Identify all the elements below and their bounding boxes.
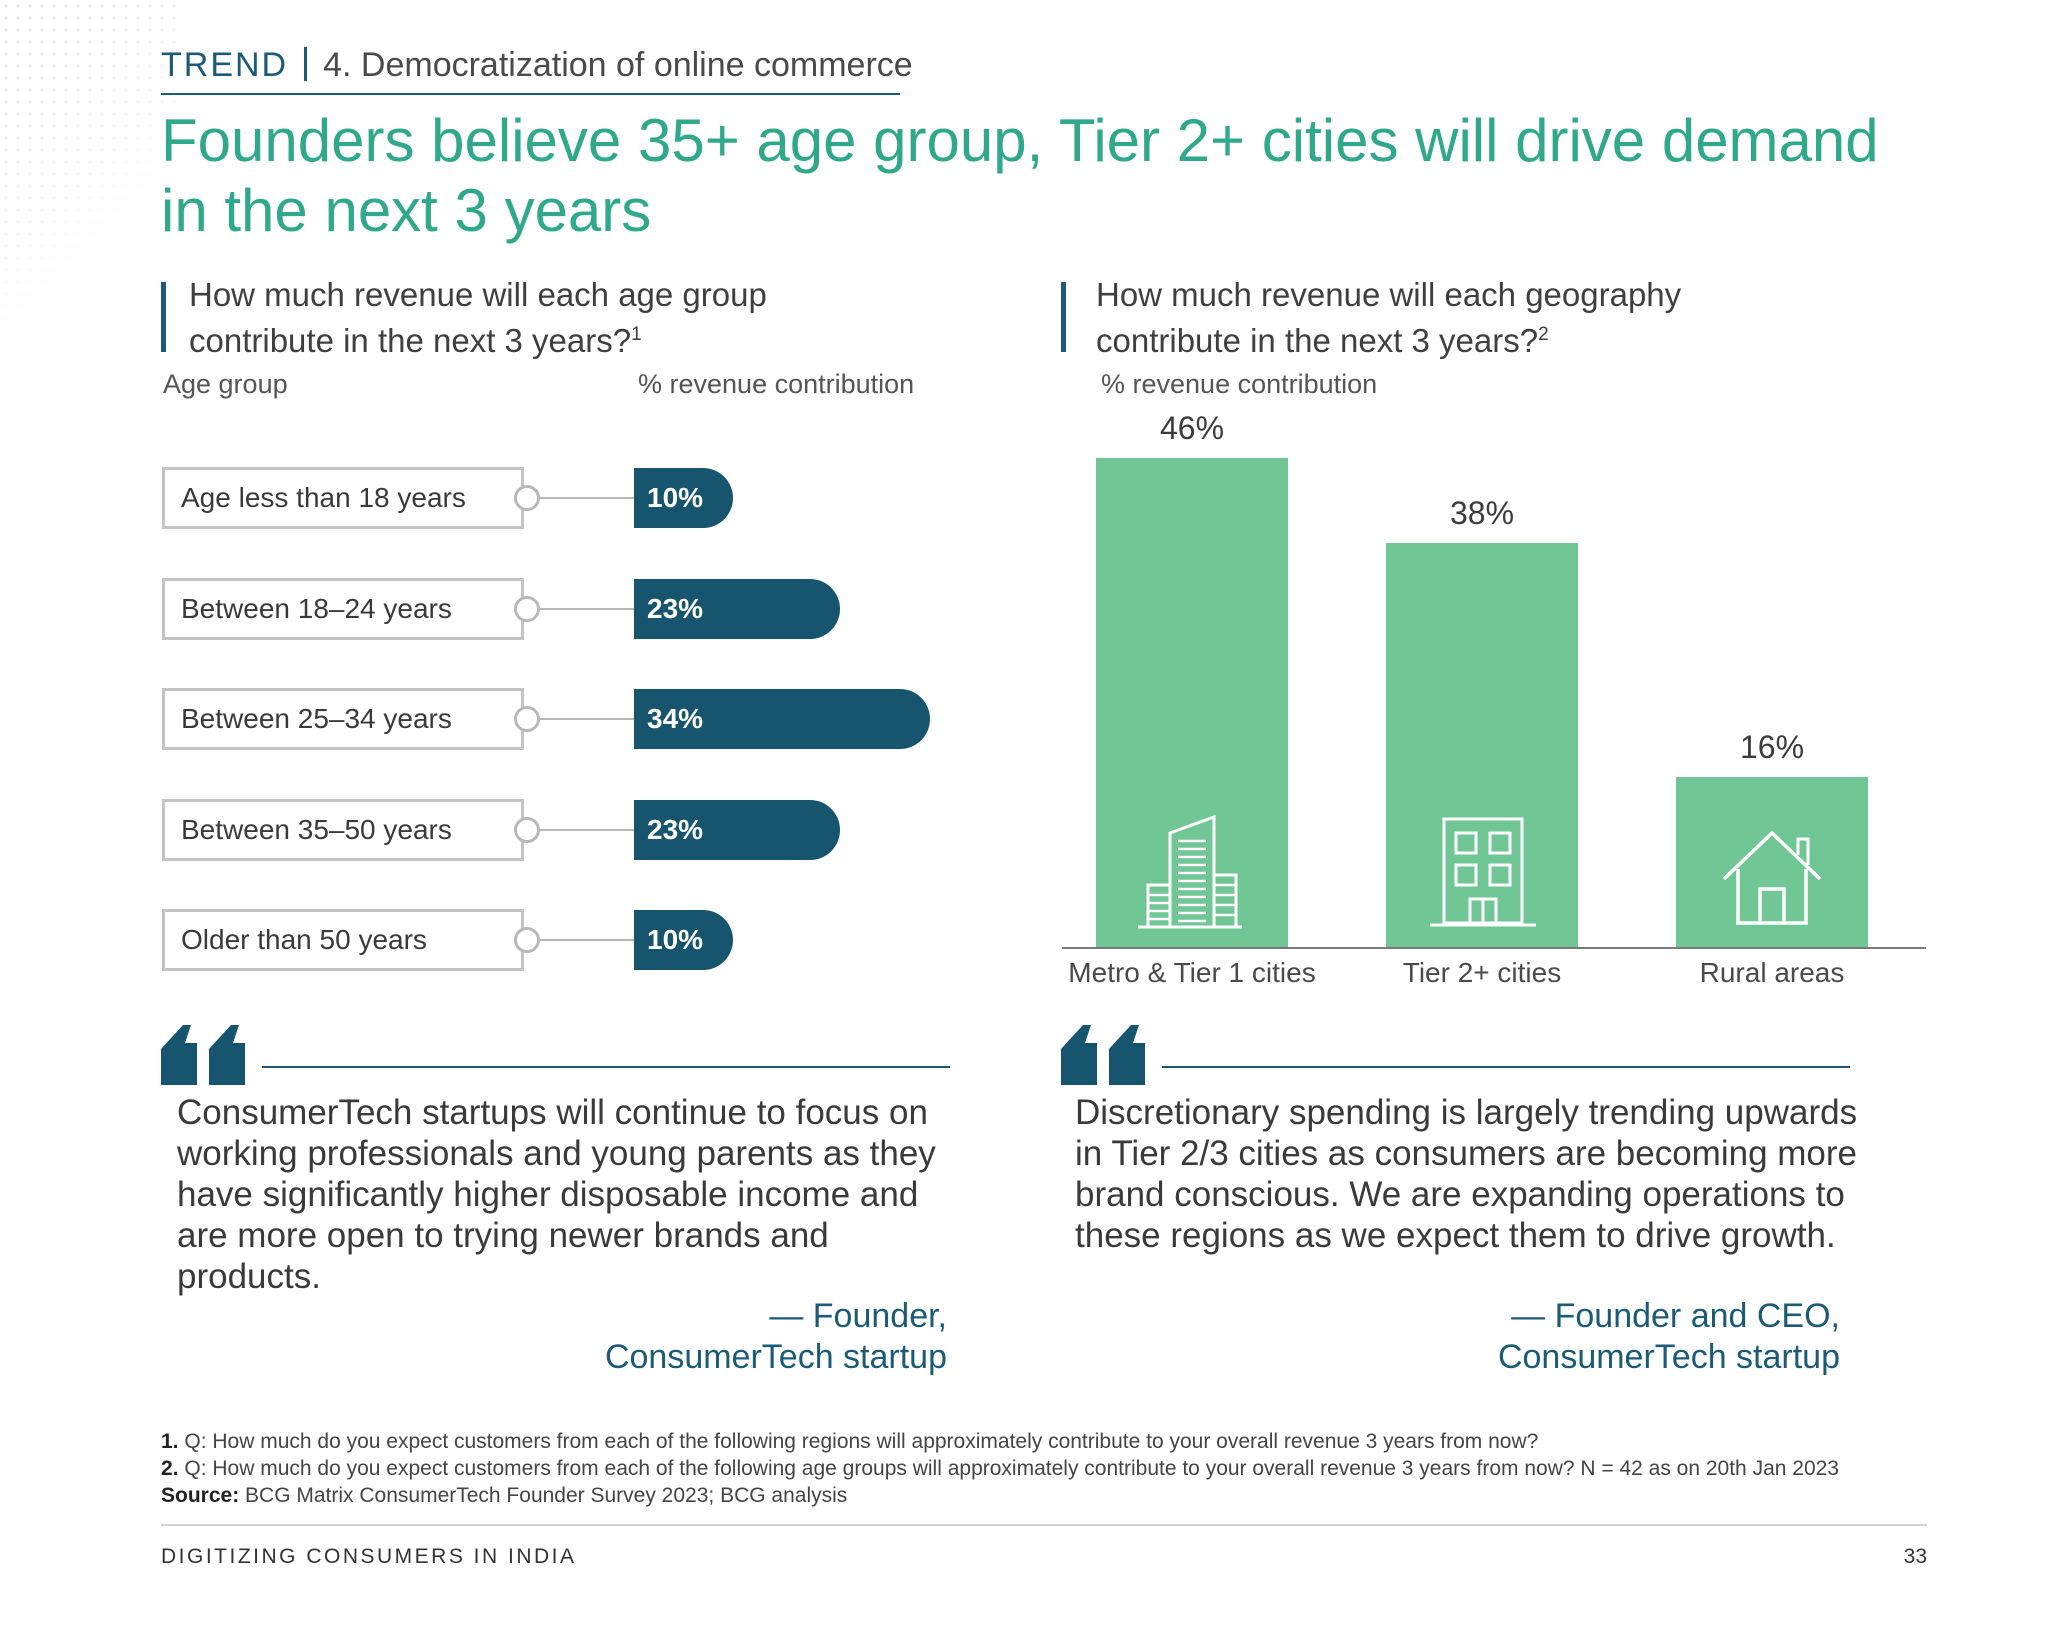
quote-rule-left [262,1066,950,1068]
footnotes: 1. Q: How much do you expect customers f… [161,1428,1839,1509]
age-bar: 34% [634,689,930,749]
attribution-role-left: — Founder, [769,1297,947,1335]
source-label: Source: [161,1484,240,1507]
footnote-2-number: 2. [161,1457,179,1480]
founder-quote-left: ConsumerTech startups will continue to f… [177,1093,936,1296]
attribution-company-left: ConsumerTech startup [604,1338,947,1376]
age-bar-value-label: 10% [647,482,704,513]
age-group-label-box: Older than 50 years [162,909,524,971]
footnote-2: 2. Q: How much do you expect customers f… [161,1455,1839,1482]
age-bar-connector-knob [514,595,540,622]
geo-bar-value-label: 46% [1159,410,1225,447]
founder-quote-right: Discretionary spending is largely trendi… [1075,1093,1858,1255]
office-building-icon [1430,817,1536,927]
age-bar-connector-knob [514,706,540,732]
geo-chart-question: How much revenue will each geography con… [1096,275,1776,361]
attribution-role-right: — Founder and CEO, [1511,1297,1840,1335]
footnote-1: 1. Q: How much do you expect customers f… [161,1428,1839,1455]
page-title: Founders believe 35+ age group, Tier 2+ … [161,107,1879,244]
quote-mark-icon [1061,1025,1145,1085]
geo-chart-baseline [1062,947,1926,949]
header-underline [161,93,900,95]
age-bar-connector [527,939,635,941]
footnote-1-text: Q: How much do you expect customers from… [184,1430,1539,1453]
header-separator [304,47,308,81]
footnote-ref-1: 1 [631,324,642,345]
age-bar-value-label: 10% [647,924,704,955]
age-bar-connector [527,497,635,499]
section-header: TREND 4. Democratization of online commer… [161,46,913,85]
age-revenue-column-label: % revenue contribution [638,369,915,399]
age-bar: 10% [634,910,733,970]
footer-rule [161,1524,1927,1526]
house-icon [1722,831,1822,925]
age-group-label-box: Age less than 18 years [162,467,524,529]
quote-mark-icon [161,1025,245,1085]
footnote-2-text: Q: How much do you expect customers from… [184,1457,1839,1480]
age-bar-connector [527,718,635,720]
geo-category-label: Tier 2+ cities [1402,957,1562,988]
question-accent-bar-left [161,282,166,352]
skyscraper-icon [1138,815,1242,929]
age-bar: 10% [634,468,733,528]
quote-attribution-right: — Founder and CEO, ConsumerTech startup [1390,1296,1840,1378]
age-bar-connector [527,828,635,831]
age-bar-connector-knob [514,927,540,953]
source-note: Source: BCG Matrix ConsumerTech Founder … [161,1482,1839,1509]
geo-y-axis-label: % revenue contribution [1101,369,1378,399]
page-number: 33 [1903,1545,1927,1568]
geo-chart-question-text: How much revenue will each geography con… [1096,276,1682,359]
section-label: 4. Democratization of online commerce [323,46,913,84]
geo-category-label: Metro & Tier 1 cities [1068,957,1316,988]
quote-attribution-left: — Founder, ConsumerTech startup [520,1296,947,1378]
quote-rule-right [1162,1066,1850,1068]
age-bar-value-label: 34% [647,703,704,734]
footnote-ref-2: 2 [1538,324,1549,345]
age-bar: 23% [634,578,840,639]
geo-category-label: Rural areas [1699,957,1845,988]
source-text: BCG Matrix ConsumerTech Founder Survey 2… [245,1484,848,1507]
age-bar: 23% [634,799,840,860]
question-accent-bar-right [1061,282,1066,352]
age-bar-value-label: 23% [647,592,704,624]
geo-bar [1676,777,1868,947]
geo-bar-value-label: 16% [1739,729,1805,766]
age-group-label-box: Between 35–50 years [162,798,524,861]
age-bar-connector [527,607,635,610]
footnote-1-number: 1. [161,1430,179,1453]
trend-label: TREND [161,46,289,84]
age-bar-connector-knob [514,485,540,511]
geo-bar-value-label: 38% [1449,495,1515,532]
age-bar-value-label: 23% [647,813,704,845]
age-bar-connector-knob [514,816,540,843]
decorative-dot-pattern [0,0,180,320]
attribution-company-right: ConsumerTech startup [1497,1338,1840,1376]
age-group-column-label: Age group [163,369,288,399]
age-group-label-box: Between 18–24 years [162,577,524,640]
age-chart-question-text: How much revenue will each age group con… [189,276,767,359]
publication-title: DIGITIZING CONSUMERS IN INDIA [161,1545,577,1568]
geo-bar [1386,543,1578,947]
age-group-label-box: Between 25–34 years [162,688,524,750]
age-chart-question: How much revenue will each age group con… [189,275,869,361]
